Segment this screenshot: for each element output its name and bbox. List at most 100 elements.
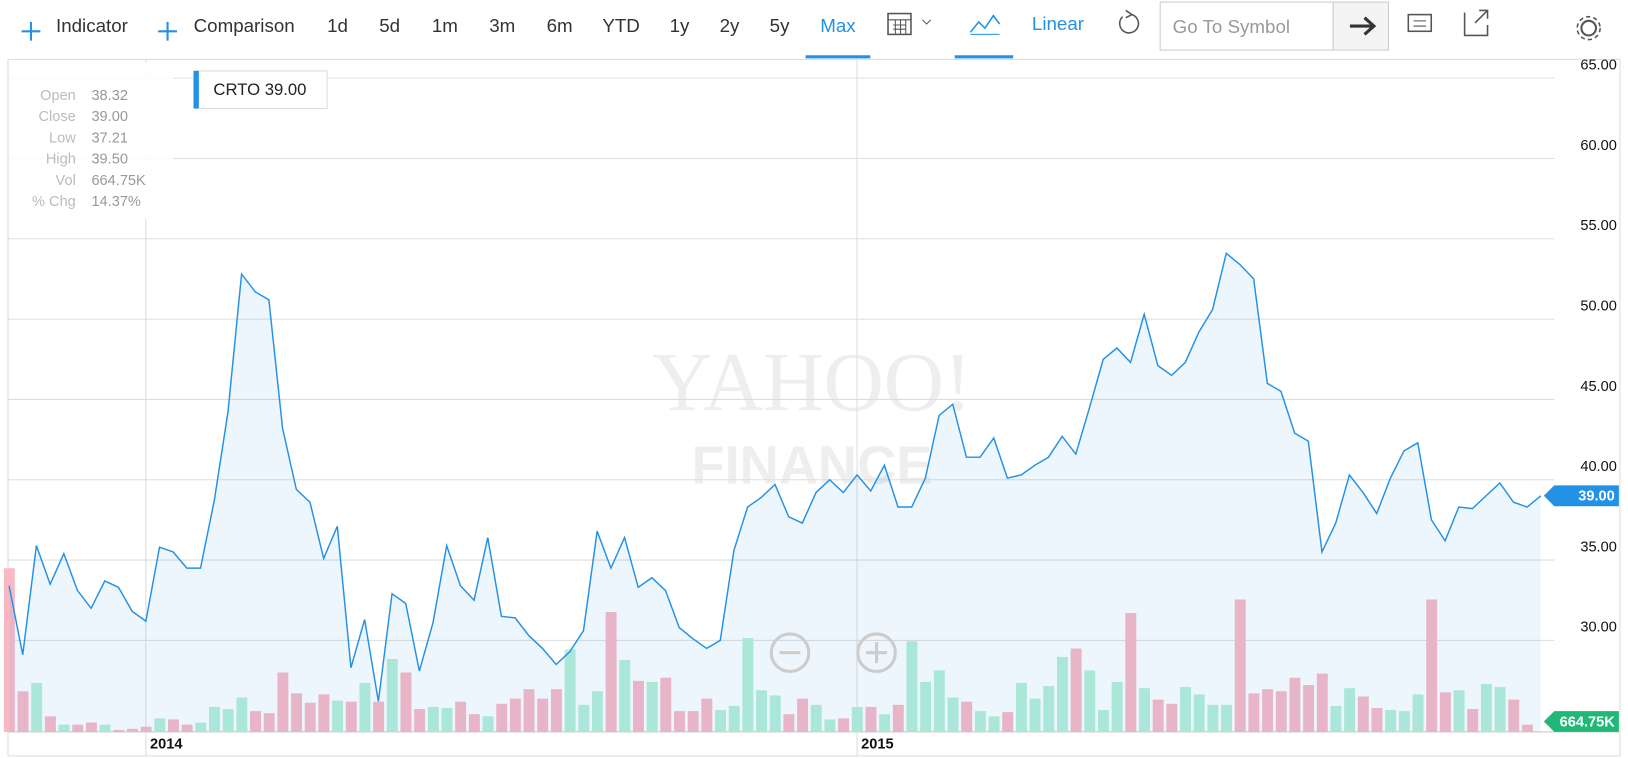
volume-bar xyxy=(715,710,726,732)
volume-bar xyxy=(1398,711,1410,732)
volume-bar xyxy=(1494,687,1506,732)
comparison-button[interactable]: Comparison xyxy=(194,15,295,36)
range-button[interactable]: 2y xyxy=(720,15,740,36)
y-tick-label: 45.00 xyxy=(1580,379,1616,395)
volume-bar xyxy=(838,718,850,732)
volume-bar xyxy=(1207,704,1219,732)
price-line xyxy=(8,251,1542,702)
volume-bar xyxy=(482,716,494,732)
volume-bar xyxy=(1043,686,1055,732)
volume-bar xyxy=(44,716,56,732)
info-label: Open xyxy=(40,88,76,104)
volume-bar xyxy=(1002,712,1014,732)
symbol-input[interactable] xyxy=(1159,1,1334,51)
range-button[interactable]: 5d xyxy=(379,15,400,36)
volume-bar xyxy=(304,702,316,732)
volume-bar xyxy=(72,724,84,732)
calendar-icon[interactable] xyxy=(887,12,932,36)
volume-bar xyxy=(1330,705,1342,732)
volume-bar xyxy=(250,711,261,732)
volume-bar xyxy=(605,612,617,732)
volume-bar xyxy=(1139,688,1150,732)
indicator-button[interactable]: Indicator xyxy=(56,15,128,36)
volume-bar xyxy=(386,658,398,732)
legend-box xyxy=(193,70,328,109)
volume-bar xyxy=(85,722,97,732)
volume-bar xyxy=(58,724,70,732)
price-tag xyxy=(1543,485,1619,507)
volume-bar xyxy=(332,700,344,732)
volume-bar xyxy=(1262,689,1274,732)
volume-bar xyxy=(564,649,576,732)
volume-bar xyxy=(181,724,193,732)
area xyxy=(9,253,1541,732)
info-panel xyxy=(9,62,174,219)
settings-icons[interactable] xyxy=(1407,9,1601,41)
volume-bar xyxy=(961,701,973,732)
volume-bar xyxy=(1029,698,1041,732)
range-button[interactable]: 1y xyxy=(670,15,690,36)
info-value: 39.50 xyxy=(91,152,127,168)
range-button[interactable]: 6m xyxy=(547,15,573,36)
go-button[interactable] xyxy=(1332,1,1390,51)
volume-tag-label: 664.75K xyxy=(1560,714,1616,730)
volume-bar xyxy=(1439,692,1451,732)
volume-bar xyxy=(660,677,672,732)
legend-swatch xyxy=(193,70,199,109)
volume-bar xyxy=(468,714,480,732)
volume-bar xyxy=(140,726,152,732)
volume-bar xyxy=(1221,704,1233,732)
volume-bar xyxy=(523,689,535,732)
info-label: Vol xyxy=(56,173,76,189)
volume-bar xyxy=(1467,708,1479,732)
volume-bar xyxy=(195,722,207,732)
volume-bar xyxy=(1289,677,1301,732)
volume-bar xyxy=(126,728,138,732)
zoom-out[interactable] xyxy=(769,632,811,674)
y-tick-label: 40.00 xyxy=(1580,459,1616,475)
range-button[interactable]: YTD xyxy=(602,15,640,36)
range-button[interactable]: Max xyxy=(820,15,856,36)
volume-bar xyxy=(1371,707,1383,732)
plot: YAHOO! FINANCE 30.00 35.00 40.00 45.00 50.00 55… xyxy=(3,57,1620,756)
range-button[interactable]: 3m xyxy=(489,15,515,36)
info-label: Close xyxy=(39,109,76,125)
zoom-circle xyxy=(769,632,811,674)
volume-bar xyxy=(1111,681,1123,732)
volume-bar xyxy=(1193,694,1205,732)
volume-bar xyxy=(373,701,385,732)
volume-bar xyxy=(209,706,220,732)
volume-bar xyxy=(99,724,111,732)
undo-icon[interactable] xyxy=(1118,9,1140,34)
toolbar: Indicator Comparison Linear Go To Symbol xyxy=(21,1,1601,59)
volume-bar xyxy=(1385,710,1397,732)
volume-bar xyxy=(1166,703,1178,732)
volume-bar xyxy=(879,714,891,732)
volume-bar xyxy=(537,698,549,732)
range-button[interactable]: 5y xyxy=(770,15,790,36)
volume-bar xyxy=(1234,599,1246,732)
symbol-placeholder: Go To Symbol xyxy=(1173,16,1290,37)
chart-frame xyxy=(7,58,1621,757)
volume-tag xyxy=(1543,711,1619,732)
volume-bar xyxy=(920,681,932,732)
volume-bar xyxy=(769,695,781,732)
volume-bar xyxy=(1015,682,1027,732)
scale-button[interactable]: Linear xyxy=(1032,13,1084,34)
zoom-in[interactable] xyxy=(856,632,897,674)
volume-bar xyxy=(1303,685,1315,732)
volume-bar xyxy=(1508,699,1520,732)
range-button[interactable]: 1d xyxy=(327,15,348,36)
watermark: FINANCE xyxy=(691,436,932,496)
chart-type-icon[interactable] xyxy=(954,14,1014,59)
volume-bar xyxy=(742,638,754,732)
info-value: 14.37% xyxy=(91,194,140,210)
volume-bar xyxy=(1480,683,1492,732)
volume-bar xyxy=(810,704,822,732)
volume-bar xyxy=(1412,694,1424,732)
y-tick-label: 35.00 xyxy=(1580,539,1616,555)
volume-bar xyxy=(851,706,863,732)
volume-bar xyxy=(414,708,426,732)
range-button[interactable]: 1m xyxy=(432,15,458,36)
